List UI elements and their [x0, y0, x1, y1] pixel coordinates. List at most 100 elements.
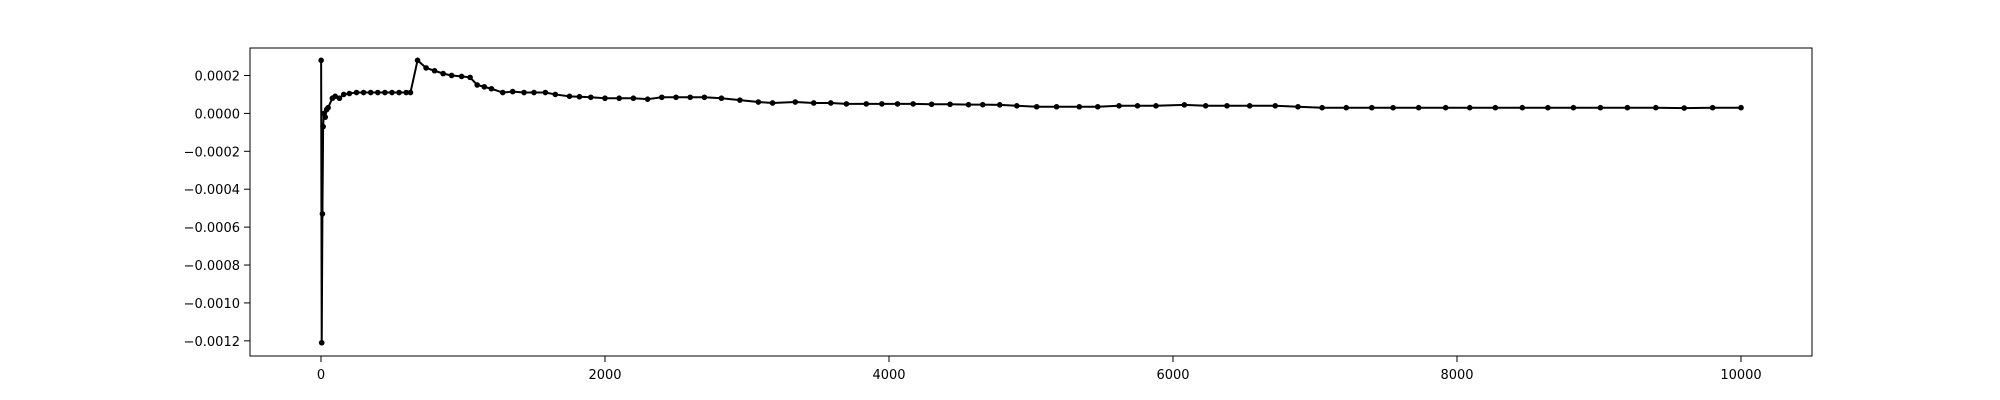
data-point: [928, 101, 935, 108]
y-tick-label: −0.0004: [184, 183, 240, 198]
x-tick-label: 8000: [1440, 368, 1473, 383]
data-point: [687, 94, 693, 101]
data-point: [979, 101, 986, 108]
data-point: [367, 89, 374, 96]
data-point: [863, 101, 870, 107]
data-point: [910, 101, 916, 107]
data-point: [1153, 103, 1159, 109]
data-point: [810, 100, 817, 106]
data-point: [644, 96, 651, 102]
data-point: [588, 94, 594, 101]
data-point: [318, 339, 325, 346]
data-point: [542, 89, 549, 96]
data-point: [673, 94, 679, 101]
data-point: [481, 84, 488, 90]
x-tick-label: 0: [317, 368, 325, 383]
data-point: [336, 95, 343, 102]
data-point: [467, 74, 473, 81]
data-point: [616, 95, 622, 102]
data-point: [576, 93, 583, 100]
data-point: [407, 89, 414, 96]
data-point: [509, 88, 516, 95]
y-tick-label: −0.0008: [184, 259, 240, 274]
data-point: [1014, 103, 1020, 109]
data-point: [414, 57, 421, 64]
y-tick-label: −0.0002: [184, 145, 240, 160]
data-point: [755, 99, 762, 105]
data-point: [382, 89, 388, 96]
data-point: [701, 94, 708, 101]
data-point: [1415, 104, 1422, 111]
data-point: [1134, 103, 1141, 109]
data-point: [1033, 103, 1040, 110]
data-point: [996, 102, 1003, 108]
data-point: [947, 101, 953, 108]
data-point: [474, 82, 481, 88]
data-point: [1094, 103, 1101, 110]
data-point: [552, 91, 559, 98]
data-point: [521, 89, 527, 96]
data-point: [1343, 104, 1350, 111]
plot-series: [318, 57, 1744, 346]
data-point: [360, 89, 367, 96]
data-point: [630, 95, 637, 102]
data-point: [318, 57, 324, 64]
y-tick-label: 0.0002: [195, 69, 241, 84]
data-point: [325, 104, 331, 111]
data-point: [340, 91, 347, 98]
data-point: [1466, 104, 1473, 111]
data-point: [1272, 103, 1279, 109]
data-point: [1570, 104, 1577, 111]
data-point: [440, 70, 446, 77]
plot-area-frame: [249, 47, 1813, 357]
data-point: [1709, 104, 1716, 111]
data-point: [448, 72, 455, 79]
data-point: [1442, 104, 1449, 111]
data-point: [1246, 103, 1253, 109]
data-point: [531, 89, 537, 96]
data-point: [1738, 104, 1744, 111]
data-point: [346, 90, 353, 97]
data-point: [1202, 103, 1209, 109]
data-point: [1224, 103, 1230, 109]
data-point: [1624, 104, 1631, 111]
data-point: [319, 211, 326, 217]
y-tick-label: −0.0012: [184, 335, 240, 350]
data-point: [320, 123, 326, 130]
data-point: [403, 89, 410, 96]
data-point: [566, 93, 573, 100]
data-point: [1295, 103, 1301, 110]
x-axis: 0 2000 4000 6000 8000 10000: [317, 356, 1762, 383]
data-point: [499, 89, 506, 96]
data-point: [332, 93, 339, 100]
data-point: [1053, 103, 1060, 110]
data-point: [718, 95, 725, 102]
data-point: [1319, 104, 1325, 111]
y-axis: −0.0012 −0.0010 −0.0008 −0.0006 −0.0004 −0.00…: [184, 69, 250, 350]
data-point: [1653, 104, 1659, 111]
data-point: [322, 114, 329, 120]
data-point: [1492, 104, 1499, 111]
data-point: [769, 100, 776, 106]
series-line: [320, 59, 1741, 344]
data-point: [423, 65, 429, 71]
data-point: [488, 85, 495, 92]
x-tick-label: 4000: [872, 368, 905, 383]
data-point: [659, 94, 665, 101]
data-point: [827, 100, 834, 106]
x-tick-label: 10000: [1720, 368, 1761, 383]
x-tick-label: 2000: [588, 368, 621, 383]
data-point: [1369, 104, 1375, 111]
data-point: [1181, 102, 1188, 108]
data-point: [965, 101, 972, 108]
data-point: [353, 89, 360, 96]
data-point: [737, 97, 743, 103]
x-tick-label: 6000: [1156, 368, 1189, 383]
data-point: [431, 67, 438, 74]
data-point: [1390, 104, 1396, 111]
data-point: [843, 101, 850, 107]
data-point: [602, 95, 608, 102]
data-point: [894, 101, 901, 107]
data-point: [389, 89, 395, 96]
